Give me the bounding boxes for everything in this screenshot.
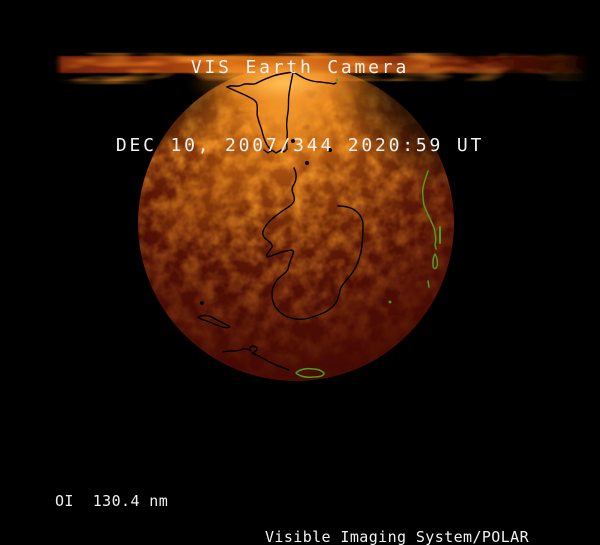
south-america-tip bbox=[263, 148, 288, 154]
green-dot bbox=[335, 78, 339, 82]
south-america-west-coast bbox=[226, 86, 273, 152]
coastlines-night bbox=[295, 78, 441, 378]
new-zealand-coast bbox=[421, 170, 437, 250]
island-dot bbox=[305, 160, 310, 165]
south-america-northeast-coast bbox=[292, 71, 337, 85]
credit-block: Visible Imaging System/POLAR The Univers… bbox=[247, 492, 547, 545]
coastlines-sunlit bbox=[197, 71, 364, 371]
tasmania-island-outline bbox=[295, 367, 325, 378]
south-america-east-coast bbox=[285, 72, 294, 149]
south-georgia-islands bbox=[197, 314, 231, 329]
island-dot bbox=[200, 301, 204, 305]
image-timestamp: DEC 10, 2007/344 2020:59 UT bbox=[115, 135, 485, 156]
subsolar-dayglow-hotspot bbox=[188, 53, 378, 113]
green-coast-dash bbox=[427, 280, 430, 288]
credit-instrument: Visible Imaging System/POLAR bbox=[264, 528, 530, 545]
antarctica-outline bbox=[262, 167, 364, 320]
green-dot bbox=[388, 300, 392, 304]
header-block: VIS Earth Camera DEC 10, 2007/344 2020:5… bbox=[0, 3, 600, 211]
island-dot bbox=[328, 147, 333, 152]
island-dot bbox=[291, 138, 296, 143]
image-title: VIS Earth Camera bbox=[190, 57, 410, 78]
south-america-top-coast bbox=[226, 71, 294, 88]
wavelength-label: OI 130.4 nm bbox=[55, 492, 169, 510]
antarctic-coast-bottom bbox=[222, 345, 290, 371]
new-zealand-south-island bbox=[432, 253, 439, 270]
